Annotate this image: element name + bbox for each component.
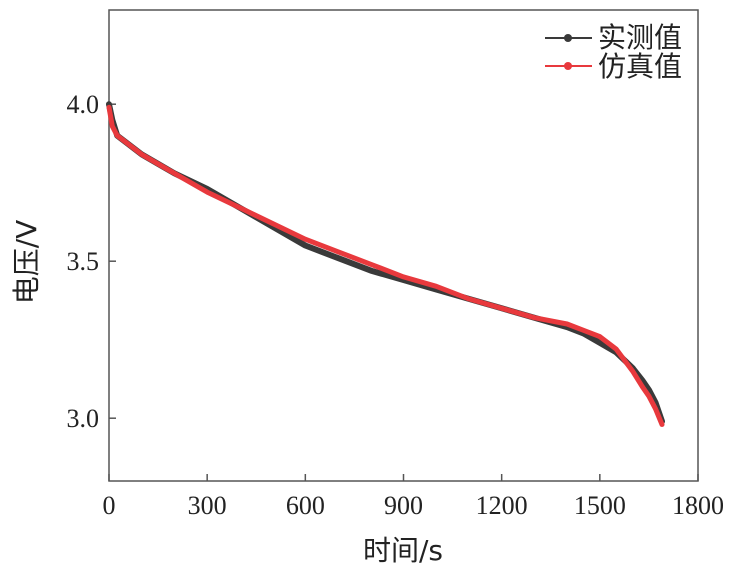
x-tick-label: 1800 [672,491,724,520]
data-point-simulated [270,221,275,226]
data-point-simulated [532,315,537,320]
data-point-simulated [653,406,658,411]
series-layer [106,101,665,427]
plot-area [108,9,699,482]
y-tick-label: 3.5 [67,247,100,276]
x-tick-label: 600 [286,491,325,520]
legend-marker-simulated [564,62,572,70]
data-point-simulated [204,189,210,195]
y-tick-label: 3.0 [67,404,100,433]
y-axis: 3.0 3.5 4.0 [67,90,116,433]
x-tick-label: 300 [188,491,227,520]
data-point-simulated [630,368,635,374]
data-point-measured [368,268,373,273]
x-tick-label: 1500 [574,491,626,520]
data-point-measured [335,255,341,261]
legend-label-measured: 实测值 [598,21,682,54]
data-point-simulated [114,133,120,138]
x-tick-label: 1200 [476,491,528,520]
data-point-simulated [613,346,619,352]
data-point-simulated [434,284,439,289]
data-point-simulated [172,171,177,176]
data-point-simulated [659,422,665,427]
x-axis-title: 时间/s [363,534,443,567]
data-point-simulated [110,123,115,129]
legend-marker-measured [564,34,572,42]
data-point-simulated [139,152,144,157]
data-point-simulated [123,139,128,145]
data-point-simulated [303,237,308,242]
data-point-simulated [499,306,504,311]
data-point-simulated [401,274,406,280]
x-tick-label: 900 [384,491,423,520]
x-tick-label: 0 [103,491,116,520]
legend-label-simulated: 仿真值 [598,50,682,83]
legend: 实测值 仿真值 [545,21,682,83]
y-axis-title: 电压/V [10,220,43,305]
data-point-simulated [335,249,341,254]
data-point-simulated [155,161,161,167]
data-point-simulated [581,328,586,333]
data-point-simulated [466,296,472,302]
y-tick-label: 4.0 [67,90,100,119]
data-point-simulated [597,334,603,339]
data-point-measured [303,243,308,248]
data-point-simulated [106,105,112,110]
data-point-measured [597,340,603,346]
data-point-simulated [237,205,243,211]
data-point-simulated [640,384,645,389]
data-point-simulated [368,262,373,267]
x-axis: 0 300 600 900 1200 1500 1800 [103,474,724,520]
data-point-simulated [564,321,570,327]
data-point-simulated [646,394,652,399]
